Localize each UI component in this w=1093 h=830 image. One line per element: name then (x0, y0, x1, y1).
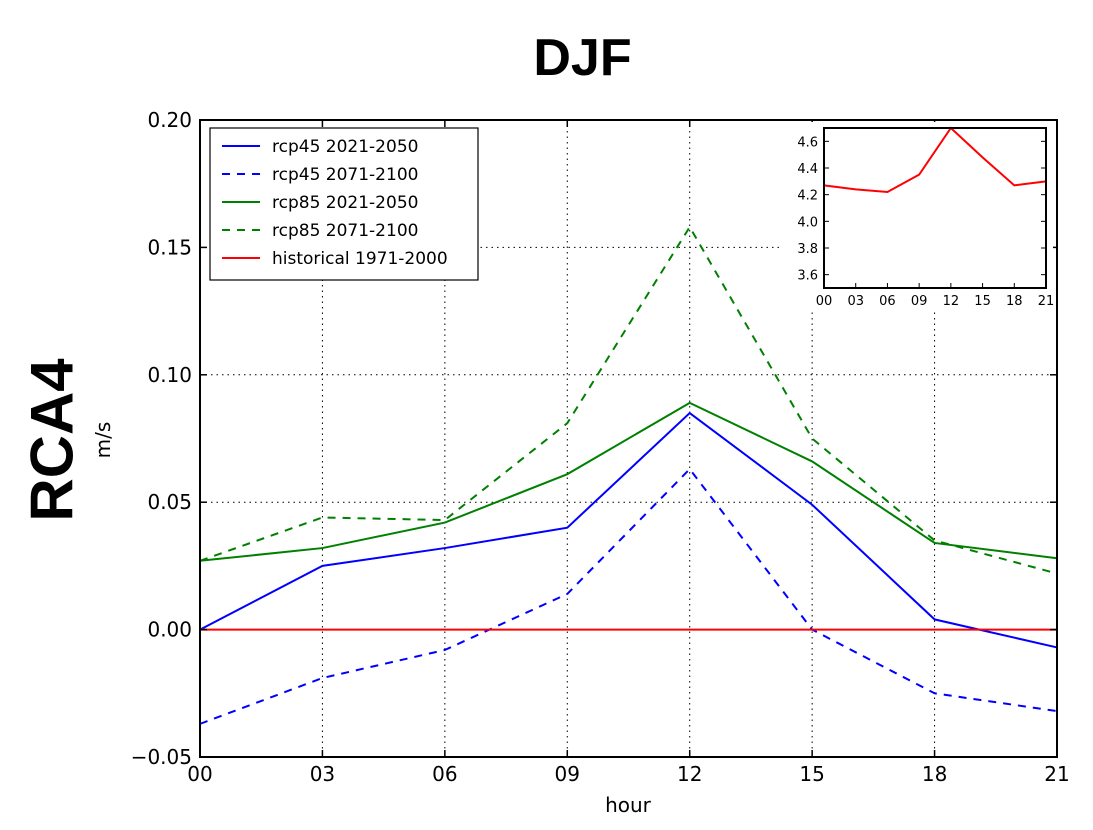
x-tick-label: 18 (922, 762, 947, 786)
main-ticks: 00 03 06 09 12 15 18 21 −0.05 0.00 0.05 0.10 0.15 0.2… (131, 108, 1070, 786)
plot-frame (199, 119, 1058, 758)
x-tick-label: 00 (187, 762, 212, 786)
inset-chart: 00 03 06 09 12 15 18 21 3.6 3.8 4.0 4.2 4.4 4.6 (779, 122, 1054, 310)
inset-y-tick-label: 3.8 (797, 242, 818, 257)
y-tick-label: −0.05 (131, 745, 192, 769)
inset-x-tick-label: 12 (943, 294, 960, 309)
inset-y-tick-label: 4.0 (797, 215, 818, 230)
inset-series-line (823, 126, 1047, 194)
y-tick-label: 0.10 (147, 363, 192, 387)
x-tick-label: 09 (555, 762, 580, 786)
x-tick-label: 21 (1044, 762, 1069, 786)
inset-y-tick-label: 4.2 (797, 189, 818, 204)
figure-title: DJF (533, 29, 632, 87)
legend-entry: rcp85 2071-2100 (272, 221, 418, 241)
series-line-rcp45-2021-2050 (199, 411, 1058, 649)
series-line-rcp85-2021-2050 (199, 401, 1058, 562)
inset-x-tick-label: 09 (911, 294, 928, 309)
y-tick-label: 0.15 (147, 235, 192, 259)
inset-x-tick-label: 18 (1006, 294, 1023, 309)
series-line-rcp85-2071-2100 (199, 225, 1058, 575)
inset-x-tick-label: 03 (847, 294, 864, 309)
inset-y-tick-label: 4.4 (797, 162, 818, 177)
x-tick-label: 06 (432, 762, 457, 786)
inset-background (779, 122, 1053, 310)
inset-y-tick-label: 4.6 (797, 135, 818, 150)
legend: rcp45 2021-2050 rcp45 2071-2100 rcp85 2021… (209, 127, 479, 281)
y-axis-label: m/s (91, 422, 115, 459)
legend-entry: rcp45 2021-2050 (272, 137, 418, 157)
inset-x-tick-label: 15 (974, 294, 991, 309)
x-tick-label: 12 (677, 762, 702, 786)
inset-x-tick-label: 06 (879, 294, 896, 309)
inset-x-tick-label: 21 (1038, 294, 1055, 309)
legend-entry: historical 1971-2000 (272, 249, 448, 269)
y-tick-label: 0.20 (147, 108, 192, 132)
legend-entry: rcp45 2071-2100 (272, 165, 418, 185)
inset-x-tick-label: 00 (816, 294, 833, 309)
main-series (199, 225, 1058, 725)
legend-box (209, 127, 479, 281)
inset-frame (823, 127, 1047, 289)
x-tick-label: 03 (310, 762, 335, 786)
x-axis-label: hour (605, 793, 652, 817)
series-line-rcp45-2071-2100 (199, 467, 1058, 725)
inset-y-tick-label: 3.6 (797, 269, 818, 284)
y-tick-label: 0.05 (147, 490, 192, 514)
y-tick-label: 0.00 (147, 618, 192, 642)
x-tick-label: 15 (799, 762, 824, 786)
legend-entry: rcp85 2021-2050 (272, 193, 418, 213)
